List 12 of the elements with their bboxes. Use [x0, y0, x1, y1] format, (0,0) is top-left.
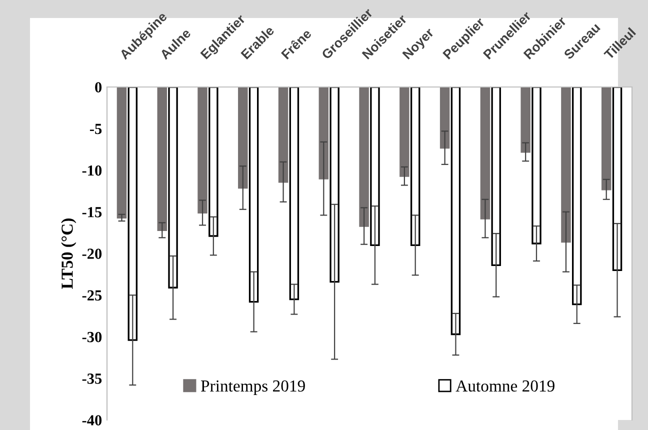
y-tick-label: -5 — [90, 124, 102, 134]
y-axis-title: LT50 (°C) — [61, 218, 76, 289]
legend-label: Automne 2019 — [456, 380, 554, 392]
y-tick-label: -40 — [82, 415, 102, 426]
legend-label: Printemps 2019 — [201, 380, 305, 396]
y-tick-label: -25 — [82, 290, 102, 301]
y-tick-label: -15 — [82, 207, 102, 218]
y-tick-label: -10 — [82, 165, 102, 176]
y-tick-label: -35 — [82, 374, 102, 384]
y-tick-label: -20 — [82, 248, 102, 259]
y-tick-label: 0 — [95, 82, 102, 92]
y-tick-label: -30 — [82, 332, 102, 342]
